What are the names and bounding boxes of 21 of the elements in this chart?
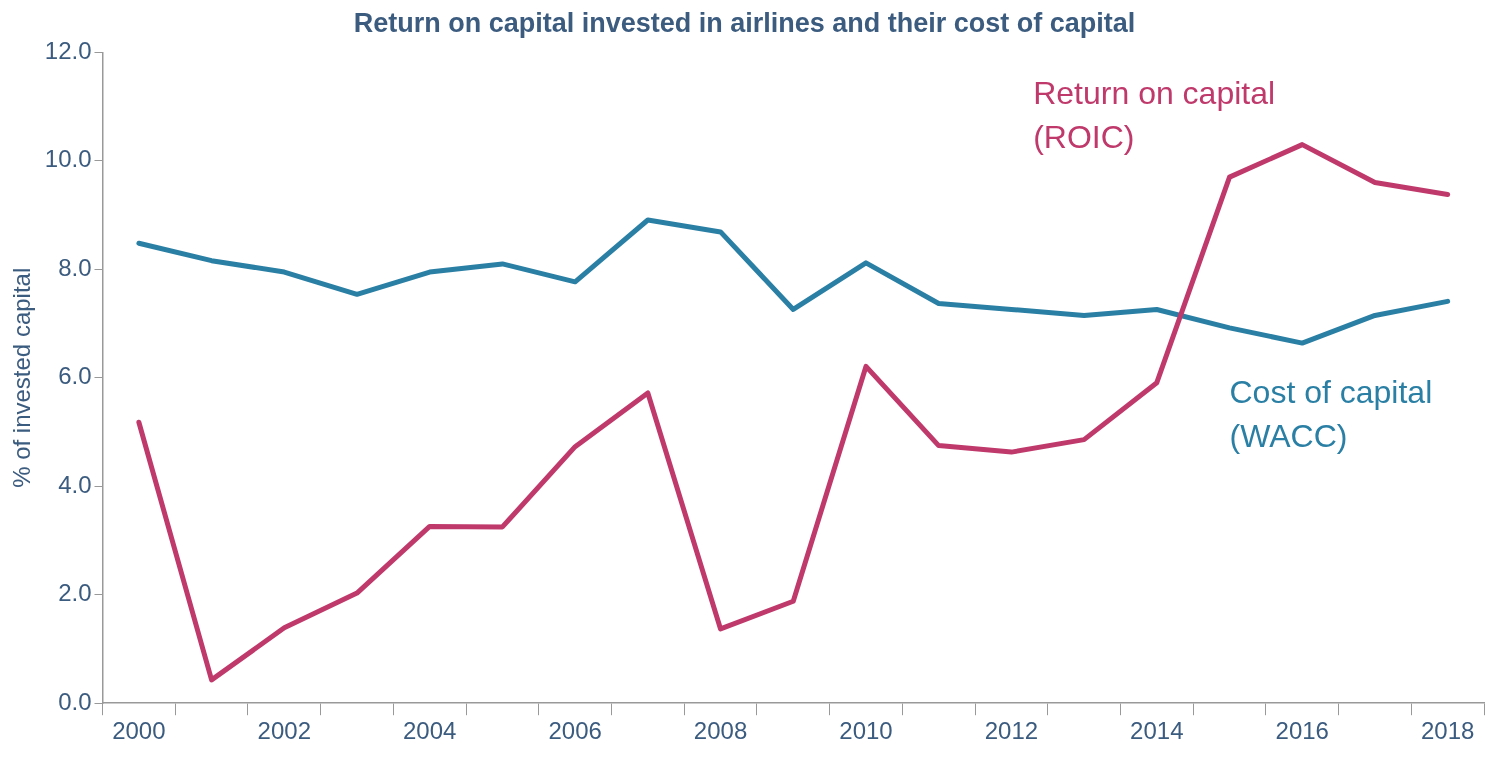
y-axis-title: % of invested capital — [8, 267, 36, 488]
y-tick-label: 6.0 — [58, 362, 92, 390]
chart-title: Return on capital invested in airlines and their cost of capital — [353, 7, 1136, 38]
x-tick-label: 2000 — [112, 717, 166, 745]
y-tick-label: 0.0 — [58, 687, 92, 715]
series-label: Return on capital (ROIC) — [1033, 75, 1276, 156]
y-tick-label: 2.0 — [58, 579, 92, 607]
y-tick-label: 4.0 — [58, 470, 92, 498]
x-tick-label: 2008 — [693, 717, 748, 745]
x-tick-label: 2004 — [403, 717, 457, 745]
y-tick-label: 12.0 — [44, 37, 92, 65]
y-tick-label: 10.0 — [44, 145, 92, 173]
x-tick-label: 2016 — [1275, 717, 1329, 745]
x-tick-label: 2012 — [984, 717, 1039, 745]
x-tick-label: 2006 — [548, 717, 602, 745]
y-tick-label: 8.0 — [58, 253, 92, 281]
x-tick-label: 2002 — [257, 717, 311, 745]
series-label: Cost of capital (WACC) — [1229, 373, 1433, 454]
x-tick-label: 2014 — [1130, 717, 1184, 745]
x-tick-label: 2010 — [839, 717, 893, 745]
x-tick-label: 2018 — [1420, 717, 1475, 745]
